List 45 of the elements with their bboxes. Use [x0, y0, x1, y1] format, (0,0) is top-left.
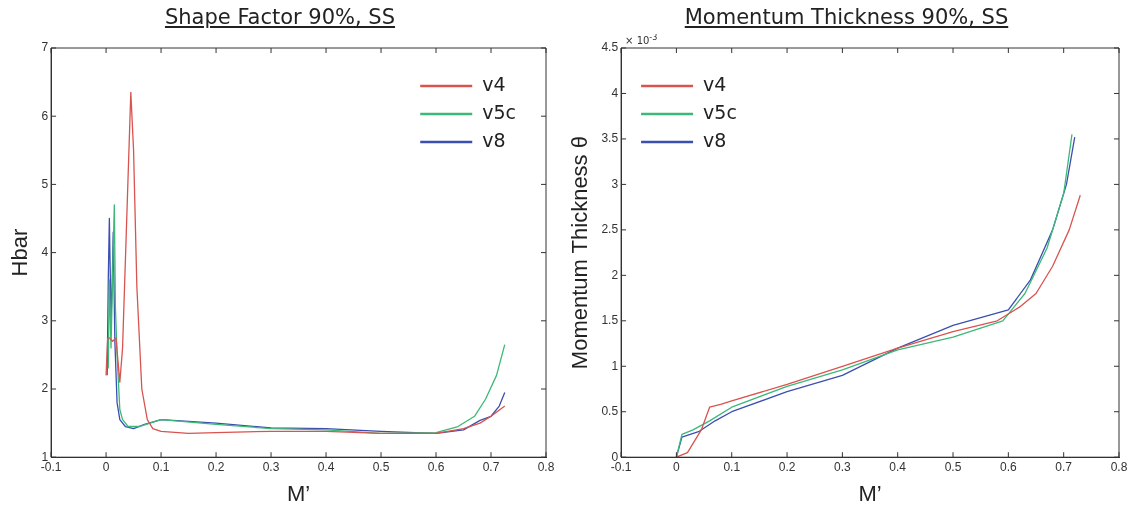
x-tick-label: 0.3	[834, 459, 852, 474]
y-tick-label: 7	[41, 40, 49, 55]
x-tick-label: 0.2	[778, 459, 796, 474]
x-tick-label: 0.3	[262, 459, 280, 474]
x-tick-label: 0.4	[889, 459, 907, 474]
chart-title: Shape Factor 90%, SS	[163, 4, 397, 31]
y-tick-label: 0.5	[601, 404, 619, 419]
x-tick-label: 0.1	[723, 459, 741, 474]
x-axis-title: M’	[858, 480, 882, 506]
x-tick-label: 0.6	[427, 459, 445, 474]
y-tick-label: 4.5	[601, 40, 619, 55]
chart-title: Momentum Thickness 90%, SS	[683, 4, 1010, 31]
x-axis-title: M’	[286, 480, 311, 506]
x-tick-label: 0.1	[152, 459, 170, 474]
x-tick-label: 0.7	[1055, 459, 1073, 474]
x-tick-label: 0.8	[1110, 459, 1128, 474]
x-tick-label: 0.2	[207, 459, 225, 474]
legend-label: v4	[703, 72, 727, 95]
y-tick-label: 4	[611, 85, 619, 100]
y-axis-title: Hbar	[7, 228, 33, 277]
y-tick-label: 1	[611, 358, 619, 373]
x-tick-label: 0.8	[537, 459, 555, 474]
y-tick-label: 2	[41, 381, 49, 396]
legend-label: v8	[703, 128, 727, 151]
y-tick-label: 2.5	[601, 222, 619, 237]
legend-label: v4	[482, 72, 506, 95]
x-tick-label: 0	[673, 459, 681, 474]
y-tick-label: 1.5	[601, 313, 619, 328]
y-axis-title: Momentum Thickness θ	[567, 136, 593, 370]
y-tick-label: 3	[41, 313, 49, 328]
legend-label: v5c	[482, 100, 516, 123]
x-tick-label: 0.4	[317, 459, 335, 474]
y-tick-label: 6	[41, 108, 49, 123]
legend-label: v5c	[703, 100, 737, 123]
y-tick-label: 3.5	[601, 131, 619, 146]
x-tick-label: 0.5	[944, 459, 962, 474]
legend-label: v8	[482, 128, 506, 151]
x-tick-label: 0.7	[482, 459, 500, 474]
y-tick-label: 2	[611, 267, 619, 282]
x-tick-label: 0.6	[1000, 459, 1018, 474]
y-tick-label: 3	[611, 176, 619, 191]
x-tick-label: 0.5	[372, 459, 390, 474]
y-tick-label: 5	[41, 176, 49, 191]
y-tick-label: 4	[41, 244, 49, 259]
x-tick-label: 0	[102, 459, 110, 474]
